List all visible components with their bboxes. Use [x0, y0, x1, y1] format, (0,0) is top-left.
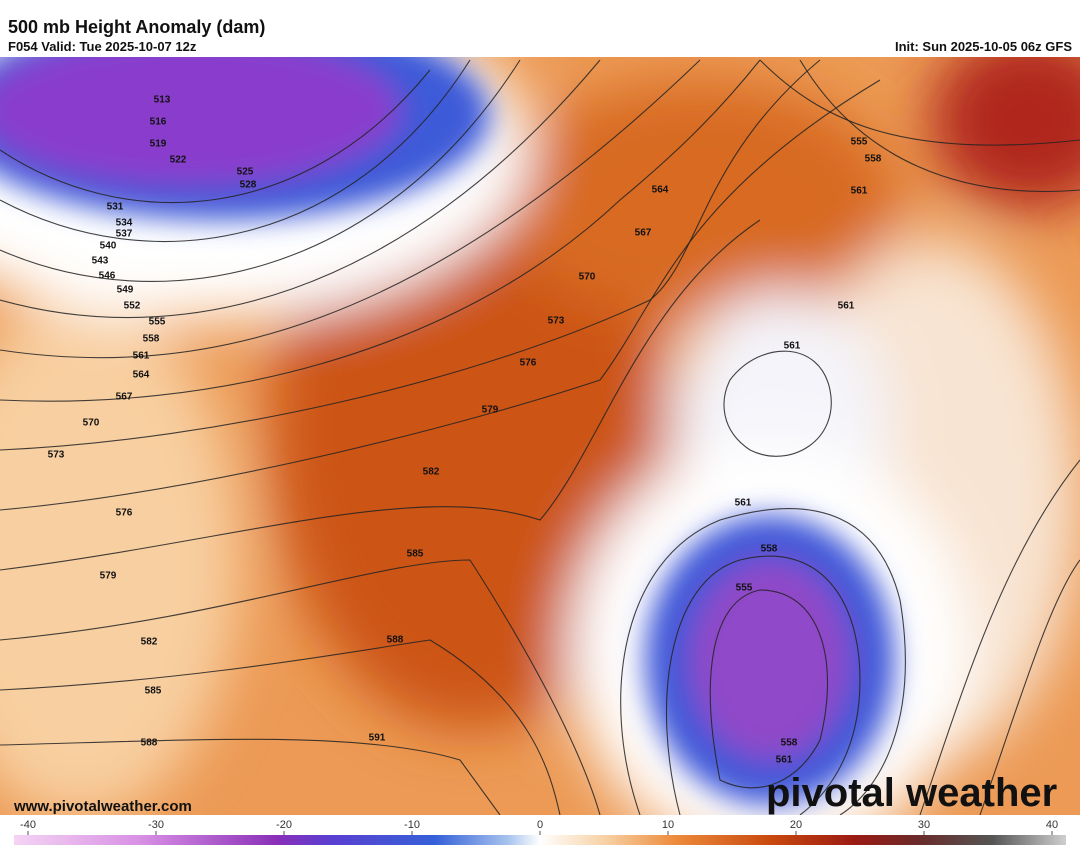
- contour-label: 582: [423, 467, 440, 478]
- contour-label: 570: [579, 272, 596, 283]
- contour-label: 549: [117, 285, 134, 296]
- contour-label: 516: [150, 117, 167, 128]
- contour-label: 585: [407, 549, 424, 560]
- colorbar-tick-label: -30: [148, 819, 164, 831]
- contour-label: 561: [784, 341, 801, 352]
- colorbar-tick-label: 30: [918, 819, 930, 831]
- contour-label: 588: [387, 635, 404, 646]
- contour-label: 588: [141, 738, 158, 749]
- contour-label: 513: [154, 95, 171, 106]
- contour-label: 582: [141, 637, 158, 648]
- contour-label: 522: [170, 155, 187, 166]
- contour-label: 567: [635, 228, 652, 239]
- contour-label: 558: [761, 544, 778, 555]
- contour-label: 552: [124, 301, 141, 312]
- colorbar-tick-label: -10: [404, 819, 420, 831]
- colorbar-tick-label: 0: [537, 819, 543, 831]
- contour-label: 528: [240, 180, 257, 191]
- colorbar-ticks: -40 -30 -20 -10 0 10 20 30 40: [20, 819, 1058, 835]
- contour-label: 567: [116, 392, 133, 403]
- contour-label: 537: [116, 229, 133, 240]
- colorbar: [14, 835, 1066, 845]
- colorbar-tick-label: 10: [662, 819, 674, 831]
- contour-label: 540: [100, 241, 117, 252]
- contour-label: 561: [133, 351, 150, 362]
- init-time: Init: Sun 2025-10-05 06z GFS: [895, 39, 1072, 54]
- contour-label: 576: [116, 508, 133, 519]
- title: 500 mb Height Anomaly (dam): [8, 17, 265, 37]
- valid-time: F054 Valid: Tue 2025-10-07 12z: [8, 39, 197, 54]
- contour-label: 564: [652, 185, 669, 196]
- contour-label: 564: [133, 370, 150, 381]
- contour-label: 585: [145, 686, 162, 697]
- header-bar: [0, 0, 1080, 57]
- colorbar-tick-label: -20: [276, 819, 292, 831]
- isohypses: [0, 59, 1080, 815]
- contour-label: 579: [482, 405, 499, 416]
- contour-label: 525: [237, 167, 254, 178]
- contour-label: 543: [92, 256, 109, 267]
- contour-label: 558: [781, 738, 798, 749]
- contour-label: 531: [107, 202, 124, 213]
- contour-label: 519: [150, 139, 167, 150]
- brand-watermark: pivotal weather: [766, 771, 1057, 815]
- contour-label: 573: [548, 316, 565, 327]
- contour-label: 558: [143, 334, 160, 345]
- contour-label: 555: [149, 317, 166, 328]
- website: www.pivotalweather.com: [13, 798, 192, 815]
- colorbar-tick-label: 20: [790, 819, 802, 831]
- contour-label: 561: [735, 498, 752, 509]
- contour-label: 555: [736, 583, 753, 594]
- colorbar-tick-label: -40: [20, 819, 36, 831]
- contour-label: 591: [369, 733, 386, 744]
- contour-label: 576: [520, 358, 537, 369]
- colorbar-tick-label: 40: [1046, 819, 1058, 831]
- contour-label: 561: [776, 755, 793, 766]
- contour-label: 555: [851, 137, 868, 148]
- contour-label: 561: [838, 301, 855, 312]
- contour-label: 561: [851, 186, 868, 197]
- contour-label: 558: [865, 154, 882, 165]
- contour-label: 573: [48, 450, 65, 461]
- contour-label: 570: [83, 418, 100, 429]
- contour-label: 579: [100, 571, 117, 582]
- contour-label: 534: [116, 218, 133, 229]
- contour-label: 546: [99, 271, 116, 282]
